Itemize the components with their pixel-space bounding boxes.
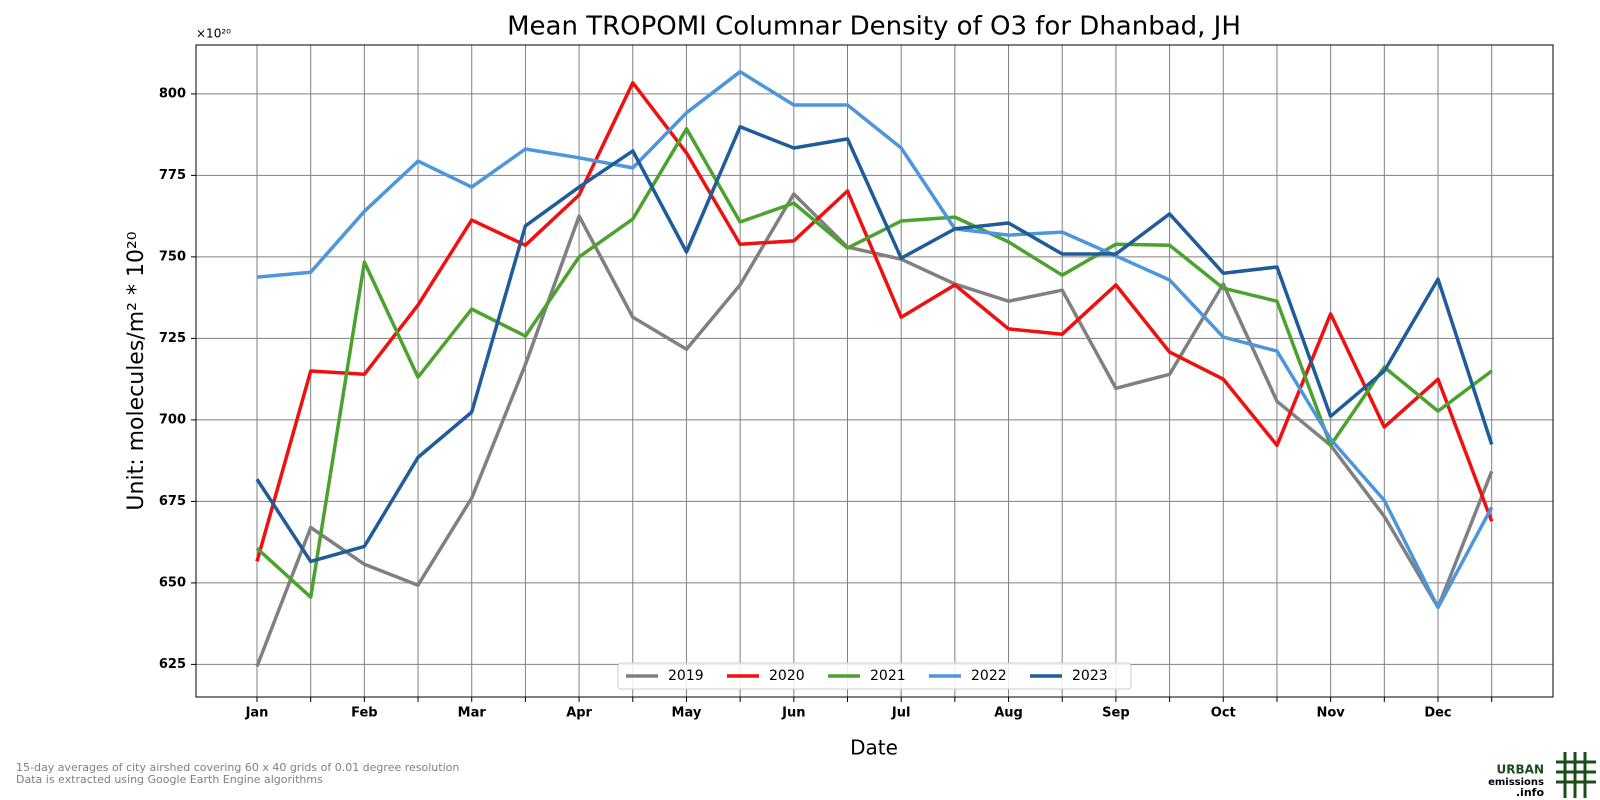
legend-box (617, 662, 1132, 690)
logo-text: .info (1516, 786, 1545, 799)
logo-text: URBAN (1497, 763, 1544, 777)
logo: URBAN emissions .info (1488, 752, 1596, 799)
x-tick-label: Sep (1102, 706, 1130, 721)
series-line (255, 125, 1494, 564)
x-tick-label: Dec (1424, 706, 1451, 721)
y-tick-label: 800 (159, 86, 186, 101)
y-tick-label: 650 (159, 575, 186, 590)
series-line (255, 127, 1493, 599)
x-axis-label: Date (850, 736, 898, 760)
series-line (255, 81, 1494, 562)
x-tick-label: May (672, 706, 702, 721)
x-tick-label: Apr (566, 706, 592, 721)
y-tick-label: 625 (159, 657, 186, 672)
y-tick-label: 775 (159, 168, 186, 183)
legend-label: 2019 (668, 668, 704, 684)
x-tick-label: Mar (458, 706, 487, 721)
x-tick-label: Nov (1316, 706, 1345, 721)
footnote: 15-day averages of city airshed covering… (16, 761, 459, 774)
y-axis-label: Unit: molecules/m² * 10²⁰ (124, 231, 149, 510)
y-tick-label: 700 (159, 412, 186, 427)
chart-title: Mean TROPOMI Columnar Density of O3 for … (507, 12, 1241, 42)
legend-label: 2020 (769, 668, 805, 684)
logo-text: emissions (1488, 777, 1544, 788)
logo-icon (1556, 752, 1596, 798)
y-tick-label: 725 (159, 331, 186, 346)
x-tick-label: Jul (891, 706, 911, 721)
legend-label: 2021 (870, 668, 906, 684)
series-line (256, 69, 1494, 610)
y-tick-label: 750 (159, 249, 186, 264)
y-tick-label: 675 (159, 494, 186, 509)
offset-text: ×10²⁰ (196, 27, 231, 41)
legend: 2019 2020 2021 2022 2023 (617, 662, 1132, 690)
legend-label: 2023 (1072, 668, 1108, 684)
x-tick-label: Jun (781, 706, 805, 721)
legend-label: 2022 (971, 668, 1007, 684)
x-tick-label: Feb (351, 706, 377, 721)
footnote: Data is extracted using Google Earth Eng… (16, 773, 323, 786)
x-tick-label: Oct (1211, 706, 1236, 721)
x-tick-label: Jan (245, 706, 269, 721)
x-tick-label: Aug (994, 706, 1023, 721)
plot-frame (195, 44, 1554, 698)
